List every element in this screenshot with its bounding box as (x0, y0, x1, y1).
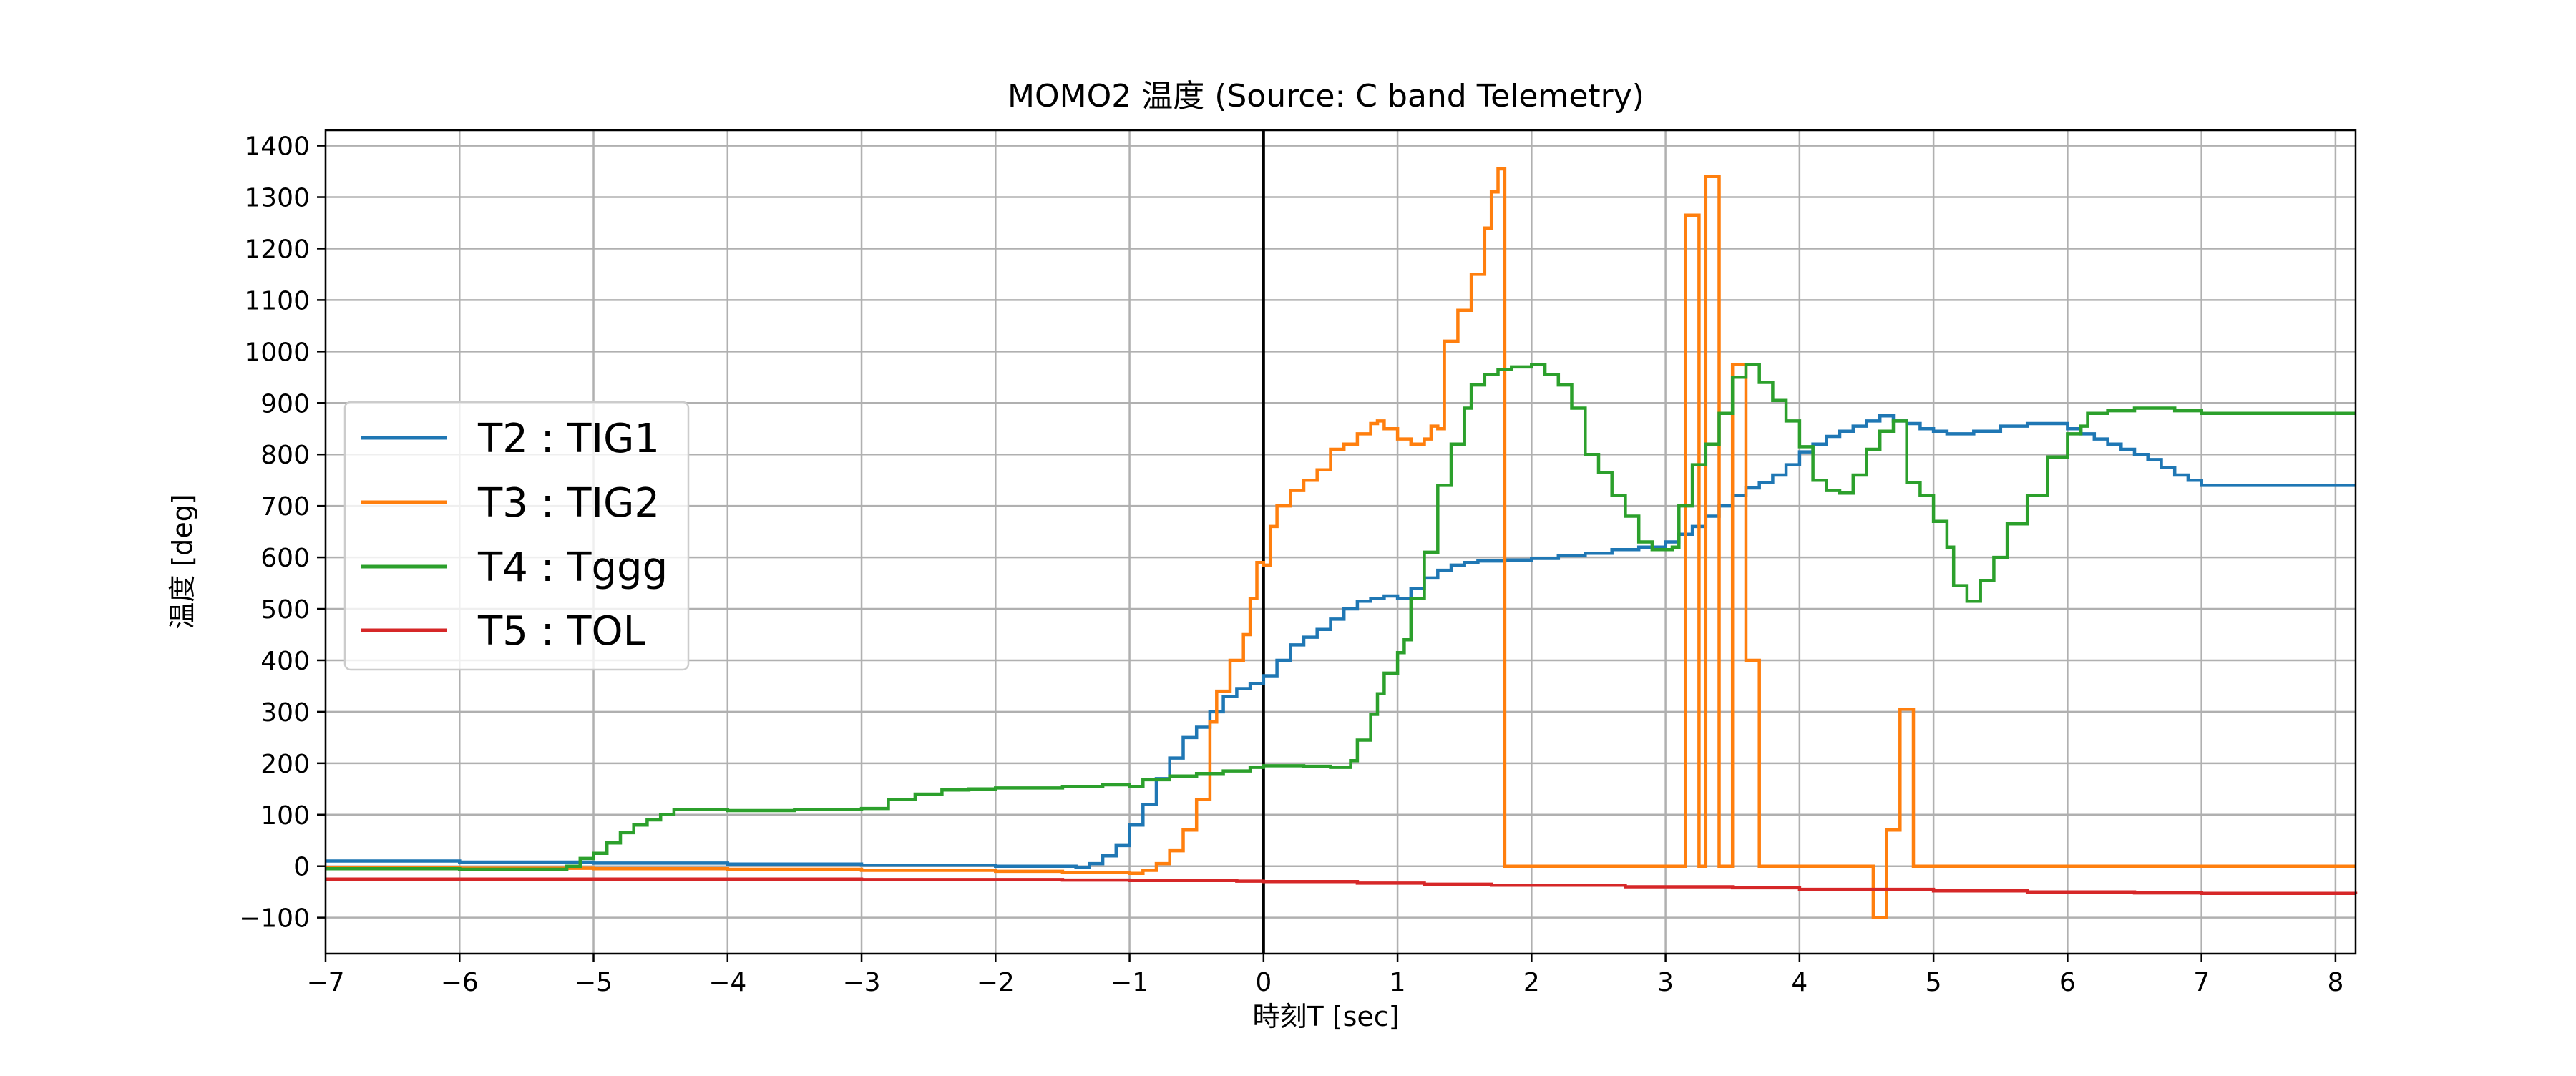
x-tick-label: −4 (708, 968, 746, 997)
x-tick-label: −7 (306, 968, 344, 997)
y-tick-label: 200 (260, 750, 310, 779)
legend-label: T2 : TIG1 (477, 416, 660, 462)
y-axis-ticks: −100 0 100 200 300 400 500 600 700 800 900 1000 1100… (239, 132, 326, 934)
x-axis-label: 時刻T [sec] (1252, 1001, 1399, 1032)
x-tick-label: 1 (1390, 968, 1406, 997)
chart-title: MOMO2 温度 (Source: C band Telemetry) (1008, 78, 1644, 114)
y-tick-label: 300 (260, 698, 310, 728)
x-tick-label: 0 (1255, 968, 1272, 997)
x-tick-label: 2 (1523, 968, 1540, 997)
x-tick-label: −1 (1111, 968, 1148, 997)
legend-label: T3 : TIG2 (477, 480, 660, 527)
y-tick-label: 1000 (244, 338, 310, 367)
x-tick-label: 3 (1657, 968, 1674, 997)
y-tick-label: 500 (260, 595, 310, 625)
y-tick-label: 1400 (244, 132, 310, 162)
x-tick-label: 5 (1926, 968, 1942, 997)
series-line-3 (326, 167, 2356, 919)
x-tick-label: 8 (2327, 968, 2343, 997)
x-tick-label: 7 (2193, 968, 2210, 997)
y-tick-label: 100 (260, 801, 310, 831)
y-tick-label: 1300 (244, 184, 310, 213)
x-tick-label: −6 (441, 968, 479, 997)
y-tick-label: 900 (260, 389, 310, 419)
legend-box (343, 401, 690, 671)
y-tick-label: 1100 (244, 286, 310, 316)
y-tick-label: 0 (293, 853, 310, 882)
y-tick-label: 600 (260, 544, 310, 573)
x-tick-label: 6 (2059, 968, 2076, 997)
y-tick-label: 800 (260, 441, 310, 470)
plot-frame (324, 129, 2357, 955)
x-tick-label: −3 (843, 968, 881, 997)
legend-label: T5 : TOL (477, 608, 645, 655)
x-tick-label: 4 (1791, 968, 1807, 997)
x-tick-label: −5 (575, 968, 613, 997)
series-line-5 (326, 877, 2358, 896)
y-axis-label: 温度 [deg] (167, 494, 198, 629)
x-tick-label: −2 (977, 968, 1015, 997)
x-axis-ticks: −7 −6 −5 −4 −3 −2 −1 0 1 2 3 4 5 6 7 8 (306, 954, 2343, 997)
series-line-2 (326, 414, 2356, 869)
series-line-4 (326, 363, 2356, 871)
y-tick-label: −100 (239, 904, 310, 934)
legend: T2 : TIG1 T3 : TIG2 T4 : Tggg T5 : TOL (343, 401, 690, 671)
series-lines (326, 167, 2358, 919)
grid (324, 130, 2356, 954)
legend-label: T4 : Tggg (477, 544, 668, 591)
y-tick-label: 700 (260, 492, 310, 522)
y-tick-label: 1200 (244, 235, 310, 264)
y-tick-label: 400 (260, 647, 310, 676)
